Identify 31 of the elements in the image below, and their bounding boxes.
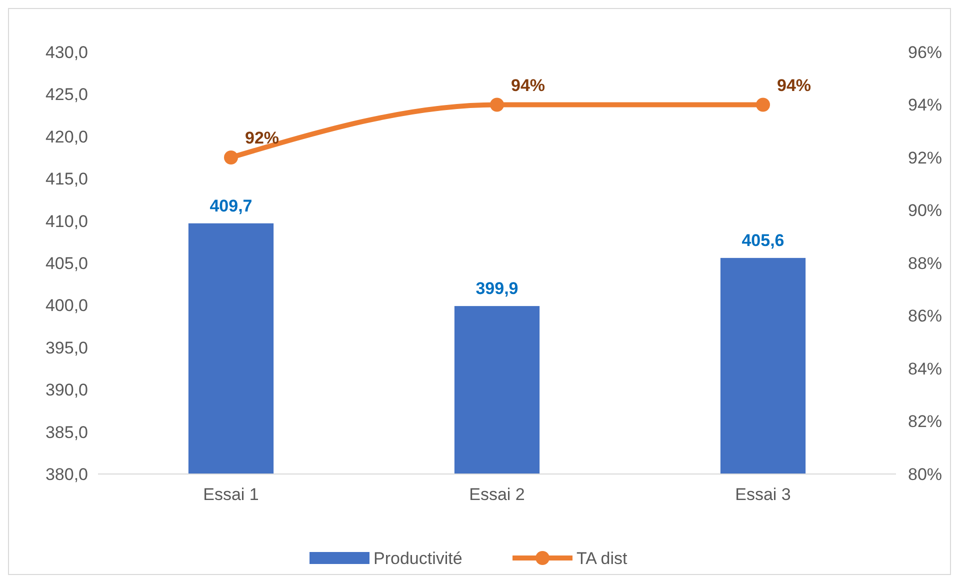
y-tick-label: 395,0 (45, 338, 88, 358)
y2-tick-label: 90% (908, 201, 942, 220)
y-tick-label: 415,0 (45, 170, 88, 189)
data-label: 405,6 (742, 230, 784, 250)
data-label: 409,7 (210, 196, 252, 216)
x-tick-label: Essai 3 (735, 485, 791, 504)
y-tick-label: 380,0 (45, 464, 88, 484)
data-label: 399,9 (476, 279, 518, 298)
x-tick-label: Essai 2 (469, 485, 525, 504)
data-label: 92% (245, 128, 280, 148)
y-tick-label: 390,0 (45, 380, 88, 400)
y2-tick-label: 82% (908, 412, 942, 432)
y-tick-label: 425,0 (45, 85, 88, 104)
y2-tick-label: 92% (908, 148, 942, 168)
legend-label: TA dist (576, 548, 628, 568)
data-label: 94% (777, 76, 812, 95)
y-tick-label: 405,0 (45, 254, 88, 273)
data-label: 94% (511, 76, 546, 95)
y2-tick-label: 88% (908, 254, 942, 273)
y2-tick-label: 84% (908, 359, 942, 378)
y-tick-label: 400,0 (45, 296, 88, 316)
x-tick-label: Essai 1 (203, 485, 259, 504)
y2-tick-label: 94% (908, 96, 942, 115)
y2-tick-label: 80% (908, 464, 942, 484)
y-tick-label: 430,0 (45, 42, 88, 62)
y-tick-label: 420,0 (45, 127, 88, 146)
y-tick-label: 385,0 (45, 422, 88, 442)
y2-tick-label: 86% (908, 306, 942, 326)
y-tick-label: 410,0 (45, 212, 88, 231)
y2-tick-label: 96% (908, 42, 942, 62)
legend-label: Productivité (374, 548, 462, 568)
